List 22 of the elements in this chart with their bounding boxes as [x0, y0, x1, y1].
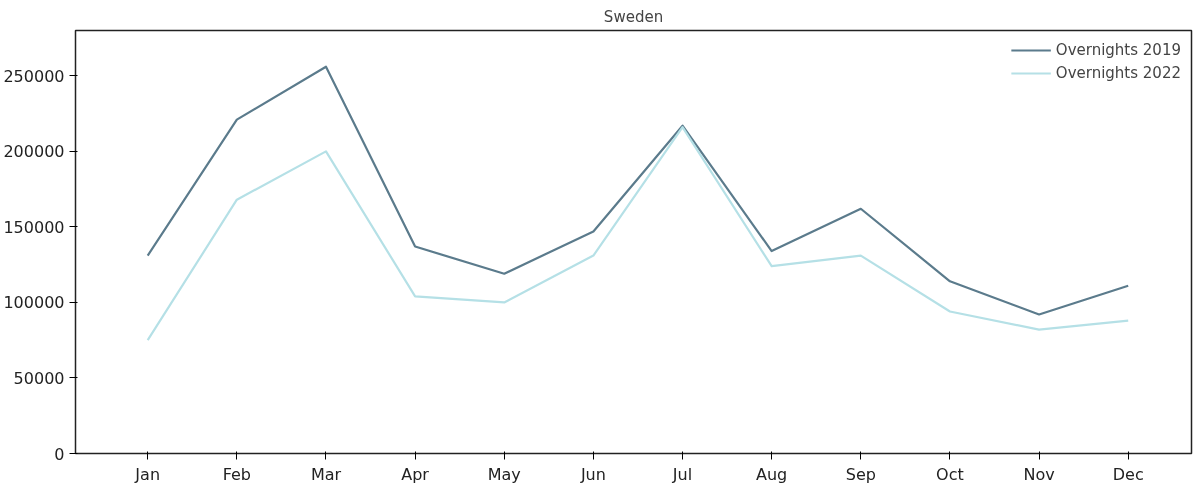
- x-tick-label: Mar: [310, 464, 342, 484]
- chart-title: Sweden: [603, 7, 664, 26]
- x-tick-label: Feb: [222, 464, 251, 484]
- x-tick-label: Apr: [401, 464, 430, 484]
- x-tick-label: Jan: [134, 464, 161, 484]
- x-tick-label: Jun: [579, 464, 606, 484]
- x-tick-label: Aug: [756, 464, 788, 484]
- y-tick-label: 100000: [3, 293, 65, 313]
- x-tick-label: Jul: [671, 464, 693, 484]
- x-tick-label: May: [487, 464, 521, 484]
- x-tick-label: Sep: [845, 464, 876, 484]
- legend-label: Overnights 2019: [1055, 41, 1181, 59]
- y-tick-label: 250000: [3, 66, 65, 86]
- x-tick-label: Dec: [1112, 464, 1144, 484]
- y-tick-label: 50000: [13, 368, 65, 388]
- x-tick-label: Oct: [936, 464, 964, 484]
- legend-label: Overnights 2022: [1055, 64, 1181, 82]
- x-tick-label: Nov: [1023, 464, 1055, 484]
- y-tick-label: 0: [54, 444, 65, 464]
- line-series: [146, 126, 1130, 342]
- y-tick-label: 150000: [3, 217, 65, 237]
- y-tick-label: 200000: [3, 142, 65, 162]
